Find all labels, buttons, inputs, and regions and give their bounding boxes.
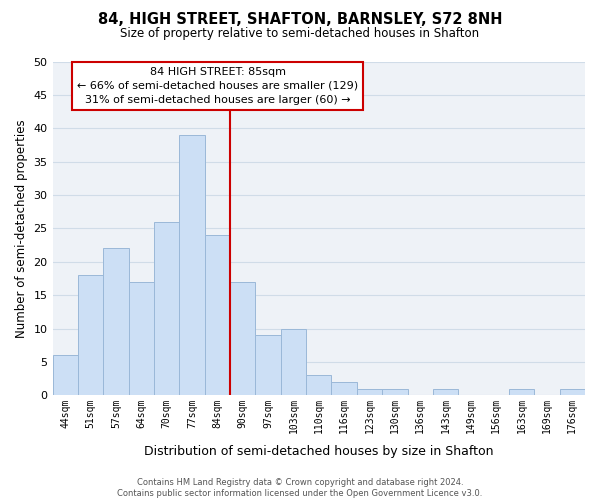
Bar xyxy=(382,388,407,396)
Text: 84, HIGH STREET, SHAFTON, BARNSLEY, S72 8NH: 84, HIGH STREET, SHAFTON, BARNSLEY, S72 … xyxy=(98,12,502,28)
Text: 84 HIGH STREET: 85sqm
← 66% of semi-detached houses are smaller (129)
31% of sem: 84 HIGH STREET: 85sqm ← 66% of semi-deta… xyxy=(77,66,358,104)
Bar xyxy=(230,282,256,396)
Y-axis label: Number of semi-detached properties: Number of semi-detached properties xyxy=(15,119,28,338)
X-axis label: Distribution of semi-detached houses by size in Shafton: Distribution of semi-detached houses by … xyxy=(144,444,494,458)
Bar xyxy=(433,388,458,396)
Bar xyxy=(509,388,534,396)
Bar xyxy=(53,356,78,396)
Bar xyxy=(560,388,585,396)
Bar xyxy=(306,376,331,396)
Text: Size of property relative to semi-detached houses in Shafton: Size of property relative to semi-detach… xyxy=(121,28,479,40)
Bar xyxy=(179,135,205,396)
Bar xyxy=(78,275,103,396)
Bar xyxy=(154,222,179,396)
Bar xyxy=(256,336,281,396)
Bar xyxy=(103,248,128,396)
Bar xyxy=(128,282,154,396)
Bar xyxy=(357,388,382,396)
Bar xyxy=(281,328,306,396)
Bar xyxy=(205,235,230,396)
Bar xyxy=(331,382,357,396)
Text: Contains HM Land Registry data © Crown copyright and database right 2024.
Contai: Contains HM Land Registry data © Crown c… xyxy=(118,478,482,498)
